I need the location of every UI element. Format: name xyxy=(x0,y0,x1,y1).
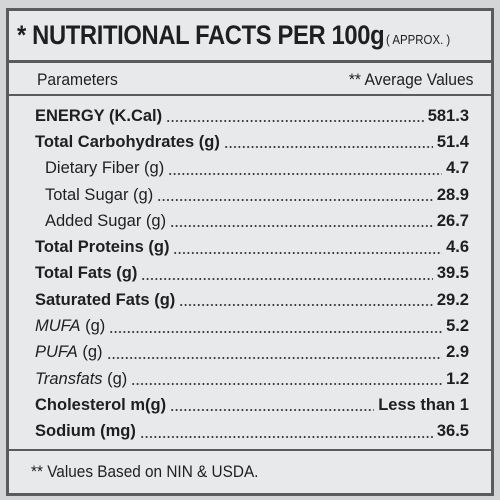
nutrient-label: Total Sugar (g) xyxy=(45,185,154,204)
nutrient-label: Total Fats (g) xyxy=(35,264,138,283)
dot-leader xyxy=(131,383,443,386)
nutrient-row-transfats: Transfats (g) 1.2 xyxy=(9,366,491,392)
nutrient-row-added-sugar: Added Sugar (g) 26.7 xyxy=(9,208,491,234)
nutrient-label: Sodium (mg) xyxy=(35,422,136,441)
footnote-text: ** Values Based on NIN & USDA. xyxy=(31,462,259,481)
nutrient-row-dietary-fiber: Dietary Fiber (g) 4.7 xyxy=(9,156,491,182)
nutrient-label: Saturated Fats (g) xyxy=(35,290,176,309)
nutrient-label-unit: (g) xyxy=(77,343,103,362)
nutrient-value: Less than 1 xyxy=(378,395,469,414)
nutrient-value: 26.7 xyxy=(436,211,469,230)
parameters-header: Parameters xyxy=(37,70,118,89)
nutrient-label: Total Carbohydrates (g) xyxy=(35,132,220,151)
dot-leader xyxy=(141,277,433,280)
dot-leader xyxy=(106,356,443,359)
dot-leader xyxy=(139,435,433,438)
nutrient-value: 581.3 xyxy=(427,106,469,125)
title-row: * NUTRITIONAL FACTS PER 100g( APPROX. ) xyxy=(9,11,491,63)
nutrient-label: Dietary Fiber (g) xyxy=(45,159,165,178)
nutrient-label: MUFA (g) xyxy=(35,317,105,336)
nutrient-value: 5.2 xyxy=(446,317,469,336)
nutrient-label-italic: Transfats xyxy=(35,369,103,388)
dot-leader xyxy=(223,146,433,149)
nutrient-label: PUFA (g) xyxy=(35,343,103,362)
dot-leader xyxy=(173,251,443,254)
dot-leader xyxy=(157,199,433,202)
nutrient-value: 2.9 xyxy=(446,343,469,362)
nutrient-row-pufa: PUFA (g) 2.9 xyxy=(9,340,491,366)
nutrient-label-italic: PUFA xyxy=(35,343,78,362)
nutrient-row-sodium: Sodium (mg) 36.5 xyxy=(9,419,491,445)
nutrient-value: 4.7 xyxy=(446,159,469,178)
dot-leader xyxy=(109,330,443,333)
nutrient-value: 4.6 xyxy=(446,238,469,257)
nutrition-title: * NUTRITIONAL FACTS PER 100g( APPROX. ) xyxy=(17,20,450,51)
title-main: * NUTRITIONAL FACTS PER 100g xyxy=(17,20,385,50)
nutrient-value: 36.5 xyxy=(436,422,469,441)
nutrient-row-total-sugar: Total Sugar (g) 28.9 xyxy=(9,182,491,208)
nutrient-value: 1.2 xyxy=(446,369,469,388)
nutrient-label-unit: (g) xyxy=(102,369,128,388)
nutrient-row-cholesterol: Cholesterol m(g) Less than 1 xyxy=(9,392,491,418)
column-header-row: Parameters ** Average Values xyxy=(9,66,491,96)
nutrient-label: Cholesterol m(g) xyxy=(35,395,167,414)
nutrient-label-unit: (g) xyxy=(80,317,106,336)
nutrient-label: ENERGY (K.Cal) xyxy=(35,106,163,125)
nutrient-row-total-carbohydrates: Total Carbohydrates (g) 51.4 xyxy=(9,129,491,155)
nutrient-value: 39.5 xyxy=(436,264,469,283)
dot-leader xyxy=(166,120,424,123)
nutrient-row-saturated-fats: Saturated Fats (g) 29.2 xyxy=(9,287,491,313)
dot-leader xyxy=(179,304,433,307)
nutrient-value: 29.2 xyxy=(436,290,469,309)
nutrient-list: ENERGY (K.Cal) 581.3 Total Carbohydrates… xyxy=(9,103,491,445)
nutrient-label-italic: MUFA xyxy=(35,317,81,336)
nutrient-row-mufa: MUFA (g) 5.2 xyxy=(9,313,491,339)
nutrient-row-energy: ENERGY (K.Cal) 581.3 xyxy=(9,103,491,129)
nutrient-label: Transfats (g) xyxy=(35,370,127,389)
nutrient-label: Added Sugar (g) xyxy=(45,211,167,230)
nutrient-value: 51.4 xyxy=(436,132,469,151)
dot-leader xyxy=(170,225,433,228)
nutrient-row-total-proteins: Total Proteins (g) 4.6 xyxy=(9,234,491,260)
dot-leader xyxy=(168,172,443,175)
nutrient-value: 28.9 xyxy=(436,185,469,204)
footnote-row: ** Values Based on NIN & USDA. xyxy=(9,449,491,493)
dot-leader xyxy=(170,409,375,412)
average-values-header: ** Average Values xyxy=(348,70,473,89)
nutrient-row-total-fats: Total Fats (g) 39.5 xyxy=(9,261,491,287)
nutrient-label: Total Proteins (g) xyxy=(35,238,170,257)
title-approx: ( APPROX. ) xyxy=(386,32,451,47)
nutrition-facts-panel: * NUTRITIONAL FACTS PER 100g( APPROX. ) … xyxy=(6,8,494,496)
